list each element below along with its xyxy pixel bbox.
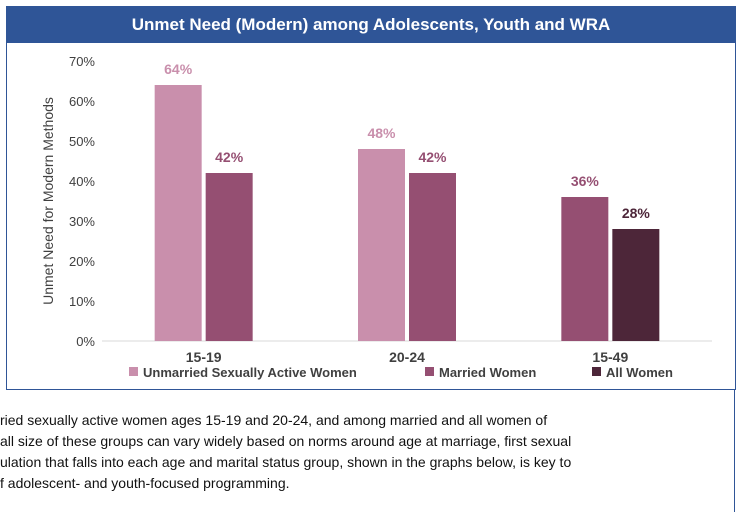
y-tick-label: 70% bbox=[69, 54, 95, 69]
legend-label: All Women bbox=[606, 365, 673, 380]
y-tick-label: 20% bbox=[69, 254, 95, 269]
legend-label: Married Women bbox=[439, 365, 536, 380]
y-tick-label: 10% bbox=[69, 294, 95, 309]
bar bbox=[561, 197, 609, 341]
bar bbox=[409, 173, 456, 341]
bar bbox=[205, 173, 253, 341]
chart-panel: Unmet Need (Modern) among Adolescents, Y… bbox=[6, 6, 736, 390]
body-line: all size of these groups can vary widely… bbox=[0, 433, 572, 449]
x-tick-label: 20-24 bbox=[389, 349, 425, 365]
bar-chart: 0% 10% 20% 30% 40% 50% 60% 70% Unmet Need for Mo… bbox=[40, 54, 712, 380]
body-line: ried sexually active women ages 15-19 an… bbox=[0, 412, 548, 428]
y-tick-label: 30% bbox=[69, 214, 95, 229]
body-line: f adolescent- and youth-focused programm… bbox=[0, 475, 290, 491]
y-tick-label: 0% bbox=[76, 334, 95, 349]
x-tick-label: 15-49 bbox=[592, 349, 628, 365]
legend-label: Unmarried Sexually Active Women bbox=[143, 365, 357, 380]
y-tick-label: 50% bbox=[69, 134, 95, 149]
data-label: 42% bbox=[418, 149, 447, 165]
legend-swatch bbox=[592, 367, 601, 376]
body-paragraph: ried sexually active women ages 15-19 an… bbox=[0, 410, 725, 494]
legend-swatch bbox=[129, 367, 138, 376]
bar bbox=[154, 85, 202, 341]
data-label: 64% bbox=[164, 61, 193, 77]
bar bbox=[612, 229, 660, 341]
y-tick-label: 40% bbox=[69, 174, 95, 189]
y-tick-label: 60% bbox=[69, 94, 95, 109]
chart-title: Unmet Need (Modern) among Adolescents, Y… bbox=[7, 7, 735, 43]
y-axis-label: Unmet Need for Modern Methods bbox=[40, 97, 56, 305]
bar bbox=[358, 149, 405, 341]
data-label: 28% bbox=[622, 205, 651, 221]
data-label: 36% bbox=[571, 173, 600, 189]
data-label: 42% bbox=[215, 149, 244, 165]
x-tick-label: 15-19 bbox=[186, 349, 222, 365]
legend-swatch bbox=[425, 367, 434, 376]
data-label: 48% bbox=[367, 125, 396, 141]
page-border bbox=[734, 390, 735, 512]
body-line: ulation that falls into each age and mar… bbox=[0, 454, 572, 470]
